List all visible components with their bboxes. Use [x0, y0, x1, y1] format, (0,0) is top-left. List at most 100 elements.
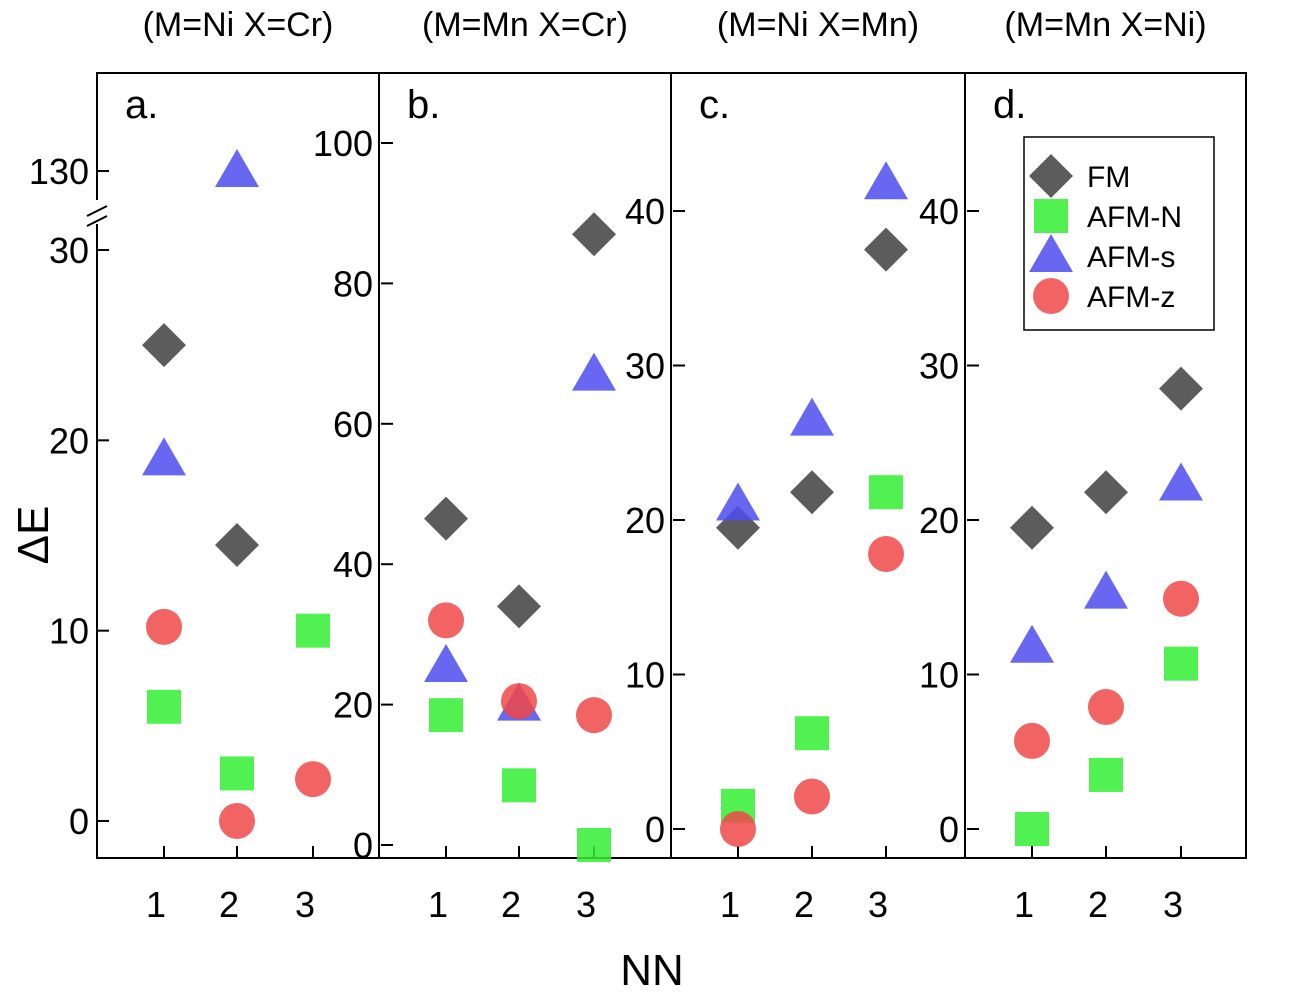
panel-d-title: (M=Mn X=Ni) [1004, 6, 1206, 44]
panel-c-ytick-label: 40 [625, 191, 665, 232]
panel-a-ytick-label: 130 [29, 151, 89, 192]
panel-a-ytick-label: 0 [69, 801, 89, 842]
panel-d-ytick-label: 40 [919, 191, 959, 232]
panel-d-afm-s-point [1084, 570, 1128, 609]
panel-b-afm-z-point [576, 697, 612, 734]
panel-b-ytick-label: 60 [333, 404, 373, 445]
panel-c-afm-s-point [790, 397, 834, 436]
legend-label-afm-z: AFM-z [1087, 281, 1175, 314]
x-axis-label: NN [620, 946, 684, 995]
panel-d-afm-n-point [1015, 812, 1049, 846]
panel-a-title: (M=Ni X=Cr) [143, 6, 334, 44]
legend-label-afm-n: AFM-N [1087, 201, 1182, 234]
panel-b-xtick-label: 2 [501, 884, 521, 925]
panel-d-afm-z-point [1088, 688, 1124, 725]
panel-c-fm-point [864, 227, 908, 272]
panel-a-ytick-label: 30 [49, 230, 89, 271]
panel-c-ytick-label: 10 [625, 655, 665, 696]
legend-label-afm-s: AFM-s [1087, 241, 1175, 274]
panel-d-xtick-label: 2 [1088, 884, 1108, 925]
panel-b-afm-s-point [572, 352, 616, 391]
panel-c-ytick-label: 20 [625, 500, 665, 541]
panel-a-xtick-label: 2 [219, 884, 239, 925]
panel-d-ytick-label: 20 [919, 500, 959, 541]
panel-c-afm-z-point [868, 535, 904, 572]
panel-d-label: d. [993, 83, 1026, 127]
panel-a-afm-s-point [215, 149, 259, 187]
legend-marker-afm-s [1029, 234, 1073, 272]
panel-b-ytick-label: 0 [353, 825, 373, 866]
panel-c-title: (M=Ni X=Mn) [717, 6, 919, 44]
panel-c-afm-z-point [720, 811, 756, 847]
panel-b-fm-point [572, 212, 616, 257]
panel-b-ytick-label: 40 [333, 544, 373, 585]
legend-marker-fm [1029, 154, 1073, 198]
panel-a-fm-point [142, 323, 186, 368]
panel-b-afm-n-point [577, 828, 611, 862]
panel-d-afm-n-point [1089, 757, 1123, 792]
panel-b-label: b. [407, 83, 440, 127]
panel-c-afm-n-point [795, 716, 829, 751]
axis-break-mark [86, 205, 108, 217]
panel-d-xtick-label: 3 [1163, 884, 1183, 925]
panel-b-fm-point [497, 584, 541, 629]
panel-b-afm-s-point [424, 643, 468, 682]
panel-d-ytick-label: 30 [919, 346, 959, 387]
panel-b-afm-z-point [501, 683, 537, 720]
legend-marker-afm-n [1034, 199, 1068, 233]
panel-a-afm-z-point [295, 761, 331, 798]
panel-a-afm-n-point [296, 613, 330, 648]
panel-c-fm-point [716, 505, 760, 550]
panel-b-xtick-label: 3 [576, 884, 596, 925]
panel-d-ytick-label: 0 [939, 809, 959, 850]
panel-a: (M=Ni X=Cr) a. 0 10 20 30 130 1 2 3 [29, 6, 380, 925]
legend: FM AFM-N AFM-s AFM-z [1023, 136, 1215, 331]
panel-d-afm-s-point [1010, 624, 1054, 663]
panel-b-afm-n-point [502, 768, 536, 803]
panel-c-fm-point [790, 470, 834, 515]
axis-break-mark [86, 215, 108, 227]
panel-c-xtick-label: 1 [720, 884, 740, 925]
panel-c-ytick-label: 30 [625, 346, 665, 387]
legend-marker-afm-z [1033, 278, 1069, 314]
panel-c-ytick-label: 0 [645, 809, 665, 850]
panel-d-fm-point [1010, 505, 1054, 550]
panel-a-frame [96, 72, 380, 859]
panel-d-fm-point [1159, 366, 1203, 411]
panel-d-afm-z-point [1163, 580, 1199, 617]
panel-c: (M=Ni X=Mn) c. 0 10 20 30 40 1 2 3 [625, 6, 966, 925]
y-axis-label: ΔE [9, 506, 58, 565]
panel-a-ytick-label: 10 [49, 611, 89, 652]
axis-break-gap [93, 200, 103, 224]
panel-d-afm-n-point [1164, 646, 1198, 681]
panel-a-afm-n-point [220, 756, 254, 791]
panel-c-xtick-label: 3 [868, 884, 888, 925]
panel-d-afm-z-point [1014, 722, 1050, 759]
panel-a-afm-z-point [219, 803, 255, 839]
panel-d-ytick-label: 10 [919, 655, 959, 696]
panel-a-afm-s-point [142, 437, 186, 476]
panel-a-label: a. [125, 83, 158, 127]
panel-c-afm-s-point [864, 161, 908, 200]
panel-c-afm-z-point [794, 778, 830, 815]
panel-a-xtick-label: 3 [295, 884, 315, 925]
panel-b-ytick-label: 80 [333, 263, 373, 304]
panel-c-afm-s-point [716, 482, 760, 521]
panel-a-ytick-label: 20 [49, 420, 89, 461]
panel-c-afm-n-point [869, 475, 903, 510]
panel-b-title: (M=Mn X=Cr) [422, 6, 628, 44]
panel-d-afm-s-point [1159, 462, 1203, 501]
panel-a-xtick-label: 1 [146, 884, 166, 925]
panel-b-fm-point [424, 496, 468, 541]
legend-label-fm: FM [1087, 161, 1130, 194]
panel-b-ytick-label: 20 [333, 685, 373, 726]
panel-b-afm-z-point [428, 602, 464, 639]
panel-b-xtick-label: 1 [428, 884, 448, 925]
panel-a-fm-point [215, 523, 259, 568]
panel-a-afm-z-point [146, 608, 182, 645]
panel-c-label: c. [699, 83, 730, 127]
panel-d-xtick-label: 1 [1014, 884, 1034, 925]
